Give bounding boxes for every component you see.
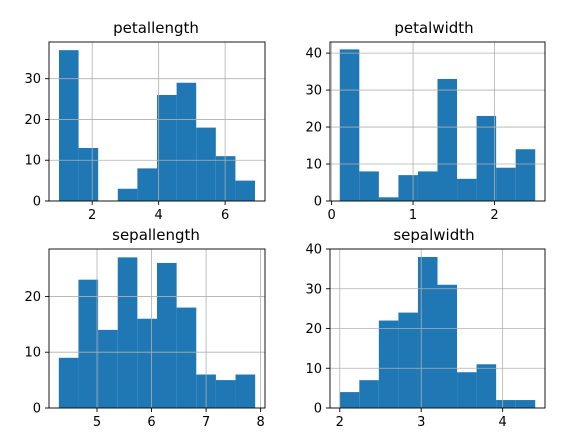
- histogram-bar: [215, 156, 236, 201]
- x-tick-label: 6: [147, 415, 155, 430]
- histogram-bar: [137, 318, 157, 408]
- x-tick-label: 4: [499, 415, 507, 430]
- subplot-sepallength: sepallength 5 6 7 8 0 10 20: [24, 226, 266, 430]
- histogram-bar: [215, 380, 236, 408]
- y-tick-label: 10: [305, 362, 322, 377]
- y-tick-label: 0: [314, 195, 322, 210]
- histogram-bar: [476, 364, 497, 408]
- histogram-bar: [339, 49, 360, 201]
- subplot-title: petallength: [113, 19, 199, 37]
- y-tick-label: 20: [305, 121, 322, 136]
- histogram-bar: [98, 329, 118, 408]
- y-tick-label: 20: [24, 290, 41, 305]
- y-tick-label: 20: [24, 113, 41, 128]
- histogram-bar: [457, 372, 477, 408]
- histogram-bar: [78, 148, 99, 201]
- histogram-bar: [117, 257, 138, 408]
- histogram-bar: [196, 127, 216, 201]
- histogram-bar: [137, 168, 157, 201]
- histogram-bar: [78, 279, 99, 408]
- histogram-bar: [359, 171, 379, 201]
- x-tick-label: 0: [327, 208, 335, 223]
- y-tick-label: 0: [33, 195, 41, 210]
- histogram-bar: [437, 78, 458, 201]
- axes-frame: [48, 41, 266, 202]
- x-tick-label: 3: [417, 415, 425, 430]
- subplot-petallength: petallength 2 4 6 0 10 20 30: [24, 19, 266, 223]
- histogram-bar: [235, 180, 256, 201]
- y-tick-label: 10: [24, 346, 41, 361]
- histogram-bar: [378, 320, 399, 408]
- y-tick-label: 0: [33, 402, 41, 417]
- histogram-bar: [515, 149, 536, 201]
- subplot-title: sepallength: [112, 226, 200, 244]
- y-tick-label: 30: [305, 84, 322, 99]
- histogram-bar: [437, 284, 458, 408]
- x-tick-label: 7: [202, 415, 210, 430]
- histogram-bar: [117, 188, 138, 201]
- x-tick-label: 2: [336, 415, 344, 430]
- axes-frame: [329, 41, 546, 202]
- histogram-bar: [417, 171, 438, 201]
- histogram-bar: [58, 50, 79, 202]
- histogram-bar: [398, 175, 418, 201]
- y-tick-label: 10: [305, 158, 322, 173]
- y-tick-label: 30: [305, 282, 322, 297]
- histogram-bar: [398, 312, 418, 408]
- x-tick-label: 5: [93, 415, 101, 430]
- y-tick-label: 40: [305, 47, 322, 62]
- histogram-bar: [417, 256, 438, 408]
- histogram-bar: [339, 392, 360, 408]
- histogram-bar: [235, 374, 256, 408]
- histogram-bar: [176, 82, 197, 201]
- histogram-bar: [476, 115, 497, 201]
- y-tick-label: 30: [24, 72, 41, 87]
- x-tick-label: 1: [409, 208, 417, 223]
- x-tick-label: 6: [221, 208, 229, 223]
- subplot-title: petalwidth: [394, 19, 473, 37]
- y-tick-label: 20: [305, 322, 322, 337]
- histogram-bar: [515, 400, 536, 408]
- histogram-bar: [157, 95, 177, 201]
- y-tick-label: 40: [305, 243, 322, 258]
- axes-frame: [48, 248, 266, 409]
- histogram-bar: [496, 167, 516, 201]
- x-tick-label: 2: [490, 208, 498, 223]
- histogram-bar: [496, 400, 516, 408]
- y-tick-label: 10: [24, 154, 41, 169]
- histogram-bar: [378, 197, 399, 201]
- x-tick-label: 2: [88, 208, 96, 223]
- x-tick-label: 8: [256, 415, 264, 430]
- subplot-title: sepalwidth: [393, 226, 474, 244]
- histogram-bar: [176, 307, 197, 408]
- histogram-bar: [457, 178, 477, 201]
- histogram-bar: [58, 357, 79, 408]
- x-tick-label: 4: [155, 208, 163, 223]
- histogram-bar: [157, 262, 177, 408]
- histogram-bar: [359, 380, 379, 408]
- y-tick-label: 0: [314, 402, 322, 417]
